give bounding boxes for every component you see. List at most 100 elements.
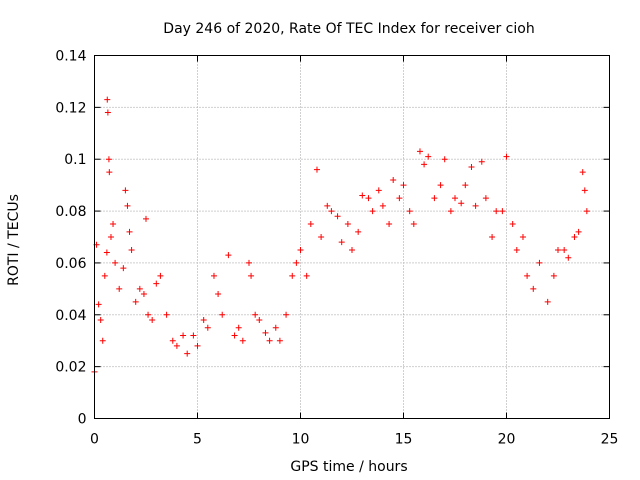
data-point xyxy=(375,187,382,194)
data-point xyxy=(266,337,273,344)
data-point xyxy=(112,259,119,266)
data-point xyxy=(565,254,572,261)
data-series-roti xyxy=(91,96,590,375)
data-point xyxy=(143,215,149,222)
data-point xyxy=(396,195,403,202)
data-point xyxy=(124,202,131,209)
data-point xyxy=(365,195,372,202)
data-point xyxy=(575,228,582,235)
data-point xyxy=(128,246,135,253)
data-point xyxy=(104,96,111,103)
data-point xyxy=(215,291,222,298)
y-tick-label: 0.02 xyxy=(55,360,86,376)
data-point xyxy=(200,316,207,323)
data-point xyxy=(583,208,590,215)
data-point xyxy=(289,272,296,279)
data-point xyxy=(140,291,147,298)
data-point xyxy=(544,298,551,305)
data-point xyxy=(262,329,269,336)
data-point xyxy=(513,246,520,253)
data-point xyxy=(190,332,197,339)
data-point xyxy=(318,234,325,240)
data-point xyxy=(355,228,362,235)
data-point xyxy=(157,272,164,279)
data-point xyxy=(120,265,127,272)
x-tick-label: 15 xyxy=(395,432,413,448)
data-point xyxy=(204,324,211,331)
data-point xyxy=(338,239,345,246)
data-point xyxy=(369,208,376,215)
y-tick-label: 0.1 xyxy=(64,152,86,168)
data-point xyxy=(462,182,469,189)
data-point xyxy=(400,182,407,189)
data-point xyxy=(416,148,423,155)
data-point xyxy=(110,221,117,228)
y-tick-label: 0.08 xyxy=(55,204,86,220)
x-tick-label: 5 xyxy=(193,432,202,448)
data-point xyxy=(235,324,242,331)
data-point xyxy=(103,249,110,256)
data-point xyxy=(184,350,191,357)
x-axis-label: GPS time / hours xyxy=(290,459,407,475)
data-point xyxy=(210,272,217,279)
data-point xyxy=(452,195,458,202)
data-point xyxy=(248,272,255,279)
data-point xyxy=(126,228,133,235)
data-point xyxy=(145,311,152,318)
data-point xyxy=(283,311,290,318)
data-point xyxy=(194,342,201,349)
data-point xyxy=(246,259,252,266)
data-point xyxy=(447,208,454,215)
data-point xyxy=(231,332,238,339)
data-point xyxy=(579,169,586,176)
y-axis-ticks: 0 0.02 0.04 0.06 0.08 0.1 0.12 0.14 xyxy=(55,49,610,428)
data-point xyxy=(437,182,444,189)
data-point xyxy=(555,246,561,253)
data-point xyxy=(256,316,263,323)
data-point xyxy=(431,195,438,202)
data-point xyxy=(219,311,226,318)
plot-frame xyxy=(94,55,610,419)
data-point xyxy=(252,311,259,318)
y-tick-label: 0.14 xyxy=(55,49,86,65)
y-axis-label: ROTI / TECUs xyxy=(6,194,22,286)
data-point xyxy=(550,272,557,279)
data-point xyxy=(458,200,465,207)
x-tick-label: 0 xyxy=(90,432,99,448)
y-tick-label: 0.04 xyxy=(55,308,86,324)
grid-lines xyxy=(94,55,610,419)
data-point xyxy=(509,221,516,228)
y-tick-label: 0.12 xyxy=(55,100,86,116)
data-point xyxy=(276,337,283,344)
data-point xyxy=(149,316,156,323)
data-point xyxy=(173,342,180,349)
data-point xyxy=(105,156,112,163)
data-point xyxy=(313,166,320,173)
data-point xyxy=(136,285,143,292)
data-point xyxy=(472,202,479,209)
data-point xyxy=(406,208,413,215)
data-point xyxy=(97,316,104,323)
data-point xyxy=(519,234,526,240)
data-point xyxy=(225,252,232,259)
data-point xyxy=(499,208,506,215)
chart-title: Day 246 of 2020, Rate Of TEC Index for r… xyxy=(163,21,534,37)
data-point xyxy=(95,301,102,308)
x-tick-label: 20 xyxy=(498,432,516,448)
data-point xyxy=(441,156,448,163)
x-axis-ticks: 0 5 10 15 20 25 xyxy=(90,55,618,448)
data-point xyxy=(169,337,176,344)
data-point xyxy=(571,234,578,240)
data-point xyxy=(122,187,129,194)
data-point xyxy=(334,213,341,220)
data-point xyxy=(163,311,170,318)
data-point xyxy=(324,202,331,209)
data-point xyxy=(116,285,123,292)
data-point xyxy=(482,195,489,202)
data-point xyxy=(106,169,113,176)
data-point xyxy=(478,158,485,165)
y-tick-label: 0.06 xyxy=(55,256,86,272)
data-point xyxy=(328,208,335,215)
data-point xyxy=(359,192,366,199)
